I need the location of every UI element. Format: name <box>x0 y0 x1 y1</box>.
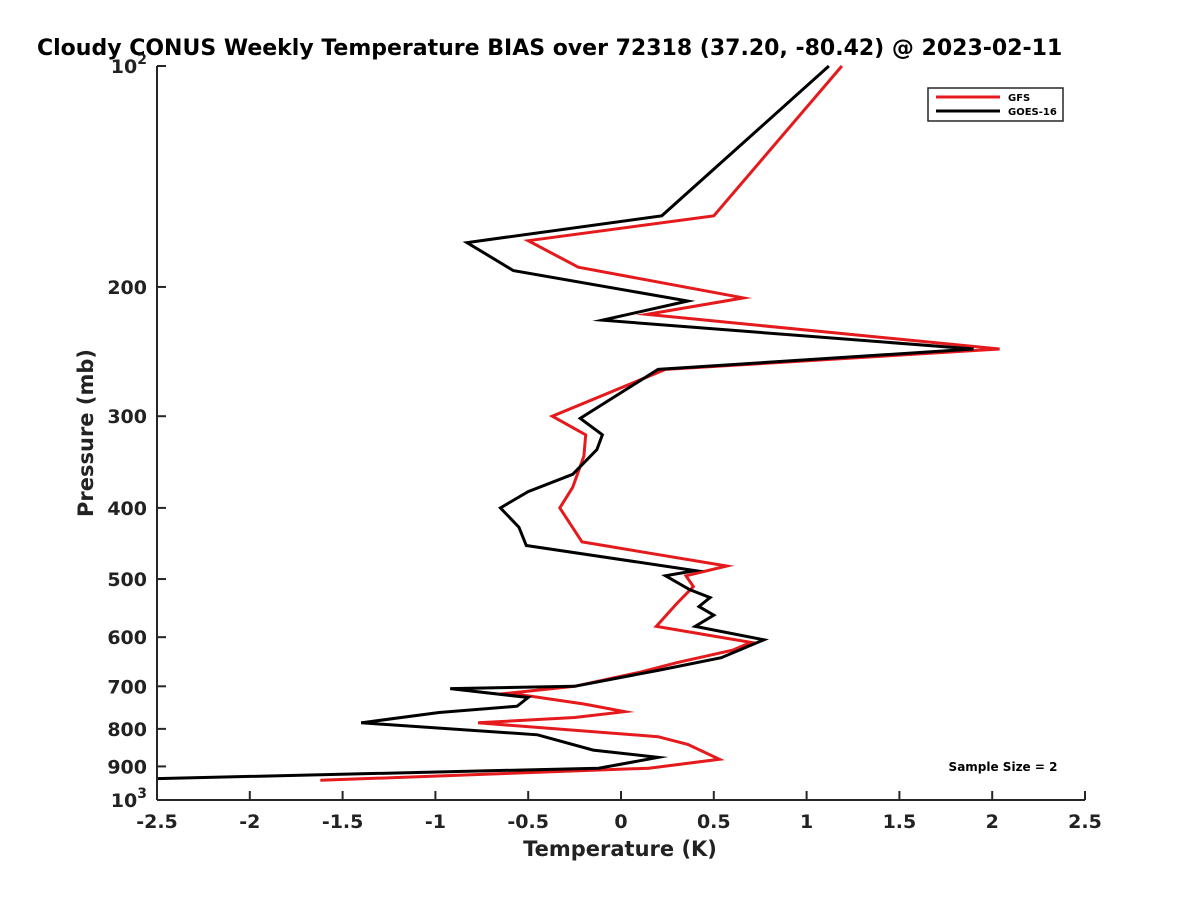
y-tick-label: 600 <box>107 627 147 649</box>
legend-entry-label: GFS <box>1008 93 1030 104</box>
series-line-gfs <box>320 65 1000 782</box>
y-tick-label: 700 <box>107 676 147 698</box>
y-tick-label: 200 <box>107 277 147 299</box>
x-tick-label: -0.5 <box>507 811 549 833</box>
series-line-goes-16 <box>157 64 974 781</box>
y-tick-label: 900 <box>107 756 147 778</box>
y-tick-exponent: 3 <box>137 786 147 802</box>
x-tick-label: 1 <box>800 811 813 833</box>
x-tick-label: 0 <box>614 811 627 833</box>
chart-title: Cloudy CONUS Weekly Temperature BIAS ove… <box>37 36 1062 61</box>
x-tick-label: -2.5 <box>136 811 178 833</box>
y-tick-label: 300 <box>107 406 147 428</box>
y-tick-exponent: 2 <box>137 52 147 68</box>
x-axis-label: Temperature (K) <box>523 837 717 861</box>
x-tick-label: 2.5 <box>1068 811 1102 833</box>
y-axis-label: Pressure (mb) <box>74 349 98 517</box>
sample-size-annotation: Sample Size = 2 <box>949 760 1058 774</box>
legend-box <box>927 87 1064 122</box>
series-layer <box>157 64 1000 782</box>
y-tick-label: 500 <box>107 569 147 591</box>
x-tick-label: 2 <box>986 811 999 833</box>
x-tick-label: 0.5 <box>697 811 731 833</box>
y-tick-label: 102 <box>111 52 147 78</box>
x-tick-label: 1.5 <box>883 811 917 833</box>
x-tick-label: -1.5 <box>322 811 364 833</box>
legend-entry-label: GOES-16 <box>1008 107 1057 118</box>
y-tick-label: 103 <box>111 786 147 812</box>
x-tick-label: -1 <box>425 811 446 833</box>
y-tick-label: 800 <box>107 719 147 741</box>
chart-legend: GFS GOES-16 <box>927 87 1064 122</box>
y-tick-label: 400 <box>107 498 147 520</box>
x-tick-label: -2 <box>239 811 260 833</box>
axes-layer: -2.5 -2 -1.5 -1 -0.5 0 0.5 1 1.5 2 2.5 102 200 300 400… <box>107 52 1102 833</box>
